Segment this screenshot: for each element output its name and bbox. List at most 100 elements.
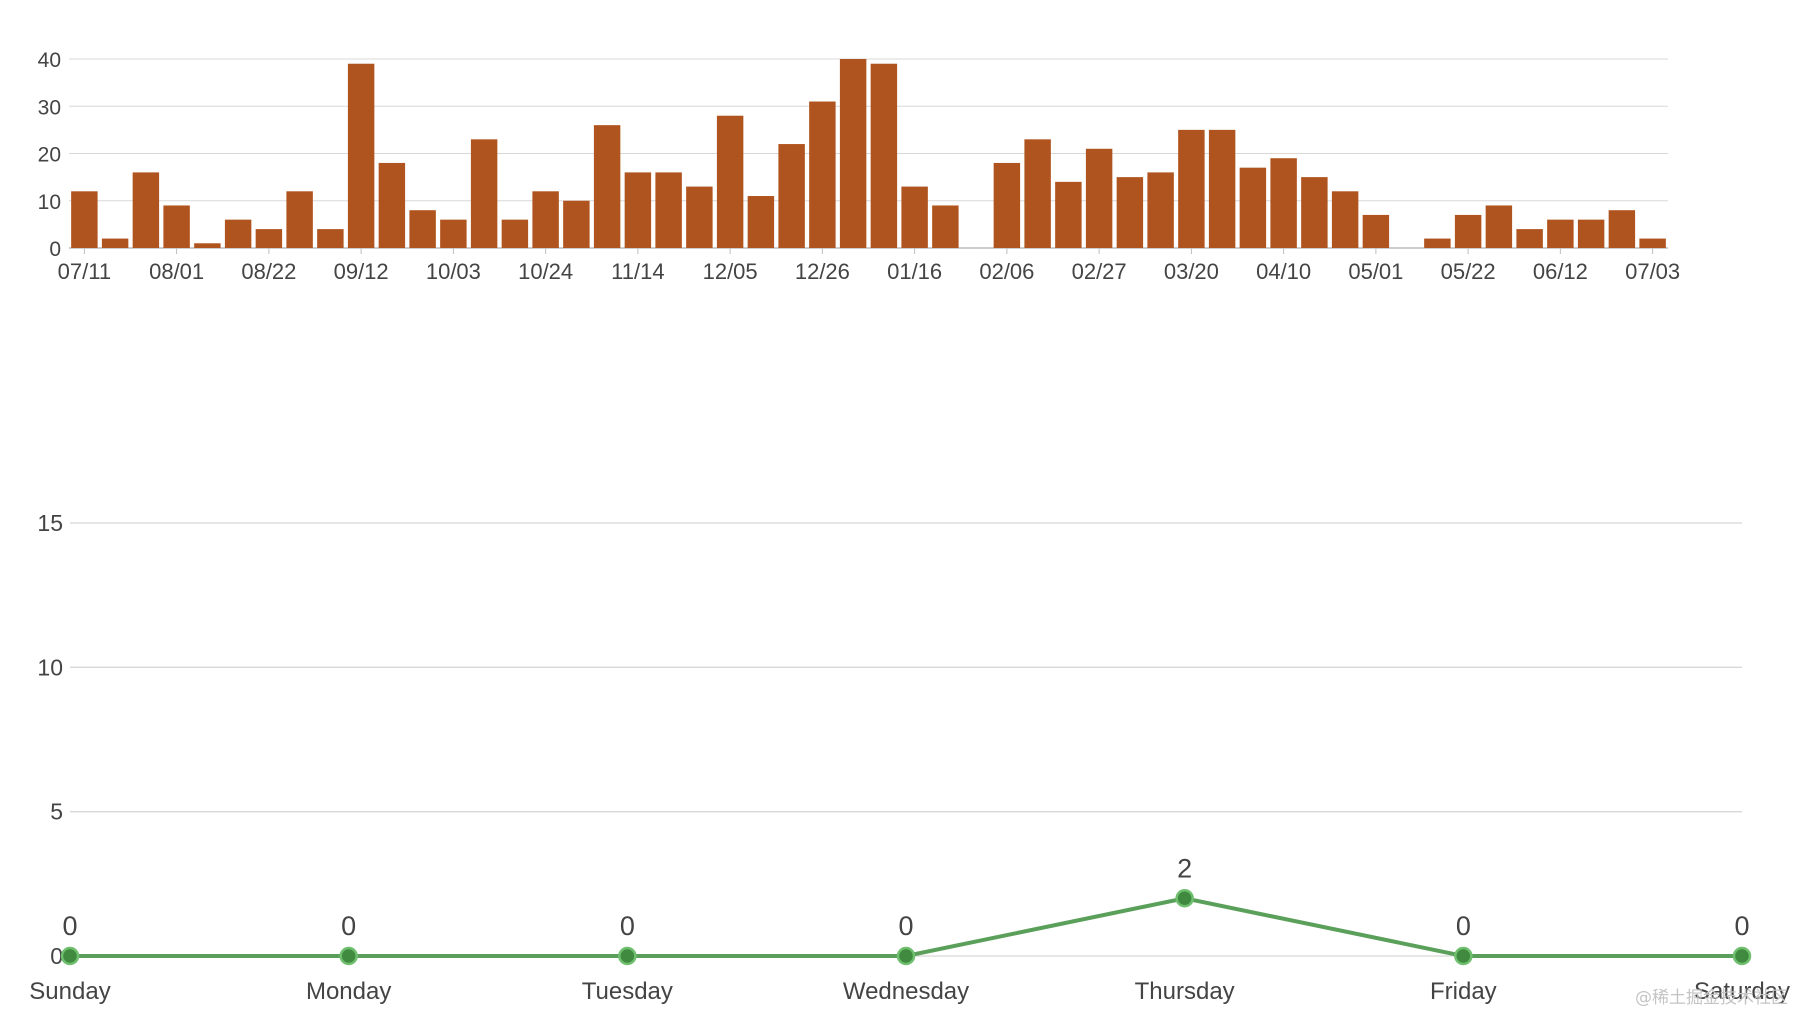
data-label: 0	[620, 911, 635, 941]
bar	[1485, 205, 1513, 248]
x-tick-label: Tuesday	[582, 978, 673, 1005]
bar	[1301, 177, 1328, 248]
x-tick-label: Sunday	[29, 978, 110, 1005]
bar	[1577, 219, 1605, 248]
x-tick-label: 04/10	[1256, 259, 1311, 284]
data-point	[1454, 946, 1473, 966]
data-label: 2	[1177, 853, 1192, 883]
bar	[716, 115, 744, 248]
x-tick-label: 10/24	[518, 259, 573, 284]
bar	[194, 243, 221, 248]
bar	[839, 59, 867, 248]
x-tick-label: Thursday	[1135, 978, 1235, 1005]
bar	[563, 200, 590, 248]
bar	[1608, 210, 1636, 248]
y-tick-label: 10	[38, 191, 61, 214]
bar	[286, 191, 313, 248]
x-tick-label: 11/14	[611, 259, 664, 284]
x-tick-label: Monday	[306, 978, 391, 1005]
bar	[747, 196, 775, 248]
x-tick-label: 12/26	[795, 259, 850, 284]
bar	[624, 172, 652, 248]
x-tick-label: 05/22	[1441, 259, 1496, 284]
bar	[347, 63, 375, 248]
bar	[1147, 172, 1174, 248]
data-label: 0	[1734, 911, 1749, 941]
x-tick-label: 07/11	[58, 259, 111, 284]
x-tick-label: 08/01	[149, 259, 204, 284]
x-tick-label: Saturday	[1694, 978, 1790, 1005]
bar	[101, 238, 129, 248]
x-tick-label: 02/06	[979, 259, 1034, 284]
bar	[440, 219, 467, 248]
bar	[71, 191, 98, 248]
y-tick-label: 0	[50, 943, 63, 969]
bar	[501, 219, 529, 248]
bar	[932, 205, 959, 248]
bar	[1085, 148, 1113, 248]
bar	[1178, 129, 1205, 248]
bar	[255, 229, 283, 248]
data-point	[339, 946, 358, 966]
x-tick-label: 02/27	[1072, 259, 1127, 284]
data-point	[1732, 946, 1752, 966]
data-point	[1175, 889, 1194, 908]
bar	[532, 191, 559, 248]
data-point	[60, 946, 80, 966]
data-label: 0	[1456, 911, 1471, 941]
bar	[470, 139, 498, 248]
bar	[686, 186, 713, 248]
y-tick-label: 10	[37, 654, 63, 680]
bar	[224, 219, 252, 248]
bar	[132, 172, 160, 248]
bar	[655, 172, 682, 248]
x-tick-label: Friday	[1430, 978, 1497, 1005]
bar	[1239, 167, 1267, 248]
bar	[1331, 191, 1359, 248]
data-point	[618, 946, 637, 966]
weekly-bar-chart: 0 10 20 30 40 07/11 08/01 08/22 09/12 10/03 10/24 1…	[38, 49, 1681, 284]
data-label: 0	[341, 911, 356, 941]
y-tick-label: 5	[50, 799, 63, 825]
x-tick-label: Wednesday	[843, 978, 969, 1005]
bar	[163, 205, 190, 248]
x-tick-label: 03/20	[1164, 259, 1219, 284]
bar	[1424, 238, 1451, 248]
x-tick-label: 05/01	[1348, 259, 1403, 284]
bar	[1362, 214, 1390, 248]
y-tick-label: 0	[49, 238, 61, 261]
x-tick-label: 09/12	[334, 259, 389, 284]
bar	[1055, 181, 1082, 248]
bar	[1208, 129, 1236, 248]
bar	[1024, 139, 1051, 248]
y-tick-label: 40	[38, 49, 61, 72]
y-tick-label: 30	[38, 96, 61, 119]
data-label: 0	[898, 911, 913, 941]
data-point	[896, 946, 916, 966]
x-tick-label: 12/05	[703, 259, 758, 284]
bar	[1454, 214, 1482, 248]
x-tick-label: 06/12	[1533, 259, 1588, 284]
bar	[870, 63, 898, 248]
bar	[409, 210, 436, 248]
bar	[1116, 177, 1144, 248]
y-tick-label: 15	[37, 510, 63, 536]
bar	[778, 144, 805, 248]
bar	[317, 229, 344, 248]
bar	[993, 162, 1021, 248]
y-tick-label: 20	[38, 144, 61, 167]
bar	[1516, 229, 1543, 248]
x-tick-label: 08/22	[241, 259, 296, 284]
x-tick-label: 10/03	[426, 259, 481, 284]
bar	[1639, 238, 1666, 248]
bar	[809, 101, 836, 249]
bar	[901, 186, 928, 248]
data-label: 0	[62, 911, 77, 941]
bar	[593, 125, 621, 248]
bar	[1270, 158, 1297, 248]
x-tick-label: 01/16	[887, 259, 942, 284]
x-tick-label: 07/03	[1625, 259, 1680, 284]
watermark: @稀土掘金技术社区	[1635, 988, 1788, 1008]
